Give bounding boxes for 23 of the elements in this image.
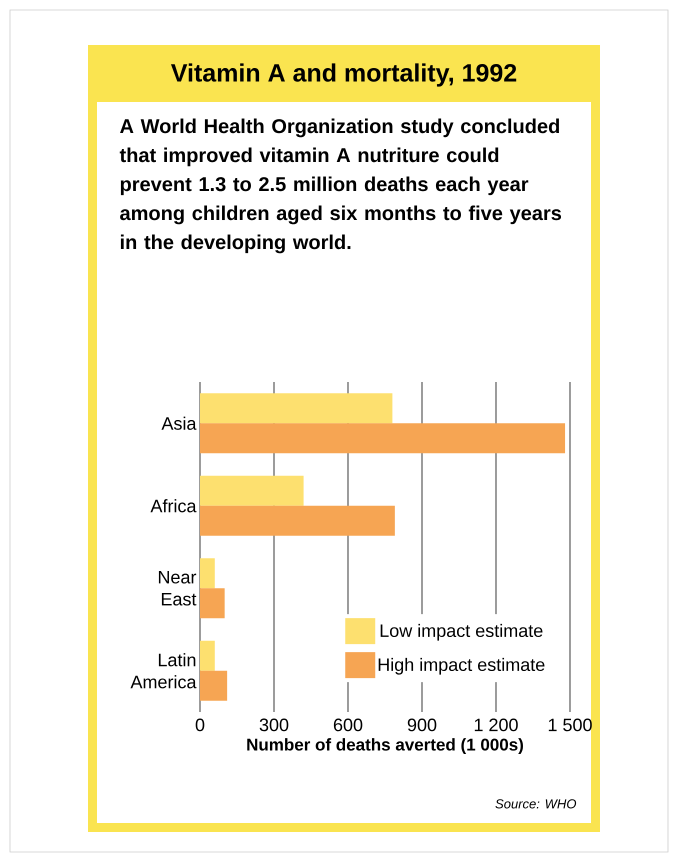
bar — [200, 393, 392, 424]
x-tick-label: 0 — [196, 718, 204, 732]
bar — [200, 640, 215, 671]
bar — [200, 588, 225, 618]
y-tick-label: Africa — [150, 499, 196, 512]
x-tick-label: 900 — [408, 718, 436, 732]
legend-label: Low impact estimate — [380, 624, 542, 641]
chart-title: Vitamin A and mortality, 1992 — [170, 63, 516, 87]
y-tick-label: Asia — [161, 416, 196, 430]
bar — [200, 558, 215, 588]
x-tick-label: 1 200 — [474, 718, 518, 732]
x-tick-label: 300 — [260, 718, 288, 732]
bar — [200, 670, 228, 701]
bar — [200, 476, 304, 506]
y-tick-label: Near East — [158, 570, 196, 606]
source-note: Source: WHO — [495, 799, 576, 808]
y-tick-label: Latin America — [130, 653, 196, 688]
bar — [200, 423, 566, 454]
x-tick-label: 600 — [334, 718, 362, 732]
chart-subtitle: A World Health Organization study concluded that improved vitamin A nutriture could prevent 1.3 to 2.5 million deaths each year among children aged six months to five years in the developing world. — [120, 118, 562, 254]
legend-label: High impact estimate — [378, 658, 544, 675]
bar — [200, 506, 395, 536]
x-axis-title: Number of deaths averted (1 000s) — [247, 738, 523, 754]
